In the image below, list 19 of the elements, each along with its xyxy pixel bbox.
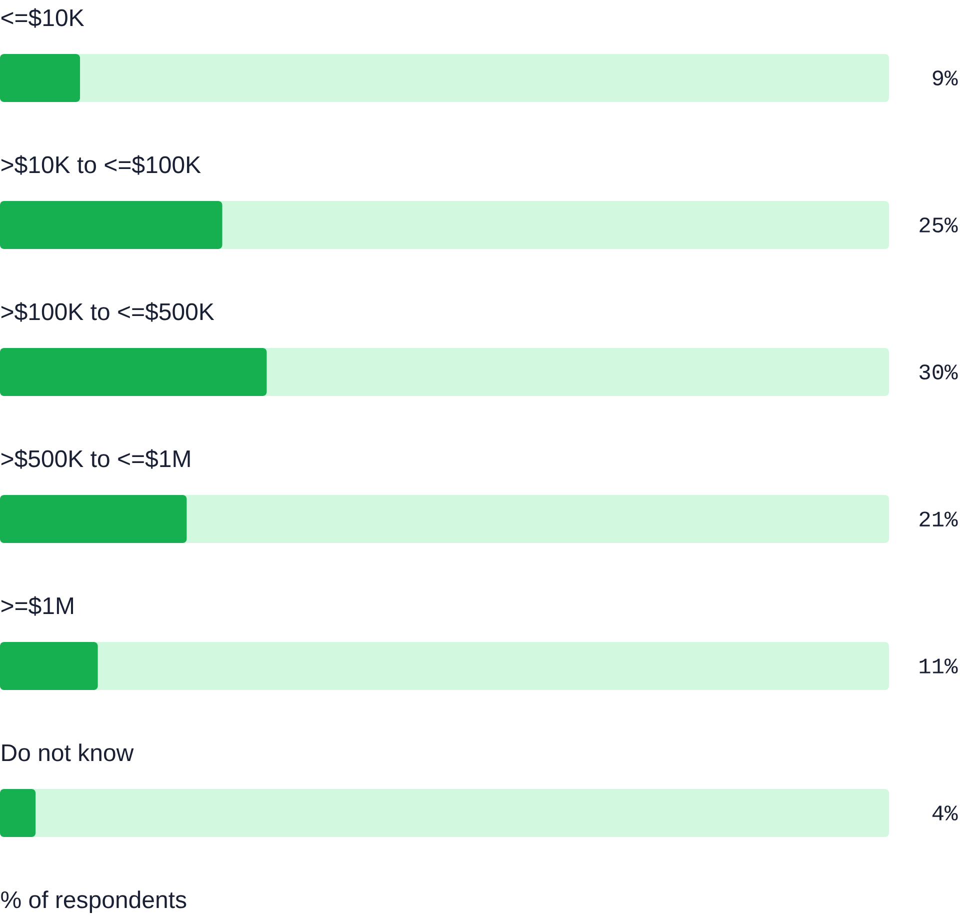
y-tick-label: >$10K to <=$100K: [1, 155, 201, 175]
y-tick-label: <=$10K: [1, 8, 84, 28]
y-tick-label: >=$1M: [1, 596, 74, 616]
data-label: 30%: [920, 364, 958, 380]
bar: [0, 642, 98, 690]
data-label: 9%: [932, 70, 958, 86]
y-tick-label: >$100K to <=$500K: [1, 302, 214, 322]
data-label: 21%: [920, 512, 958, 526]
bar: [0, 201, 222, 250]
data-label: 25%: [920, 218, 958, 232]
bar: [0, 495, 187, 544]
data-label: 4%: [932, 806, 958, 820]
text: % of respondents: [1, 890, 186, 913]
data-label: 11%: [920, 658, 958, 674]
bar: [0, 54, 80, 102]
bar: [0, 348, 267, 396]
y-tick-label: Do not know: [2, 744, 134, 762]
bar: [0, 789, 36, 838]
y-tick-label: >$500K to <=$1M: [1, 449, 190, 469]
